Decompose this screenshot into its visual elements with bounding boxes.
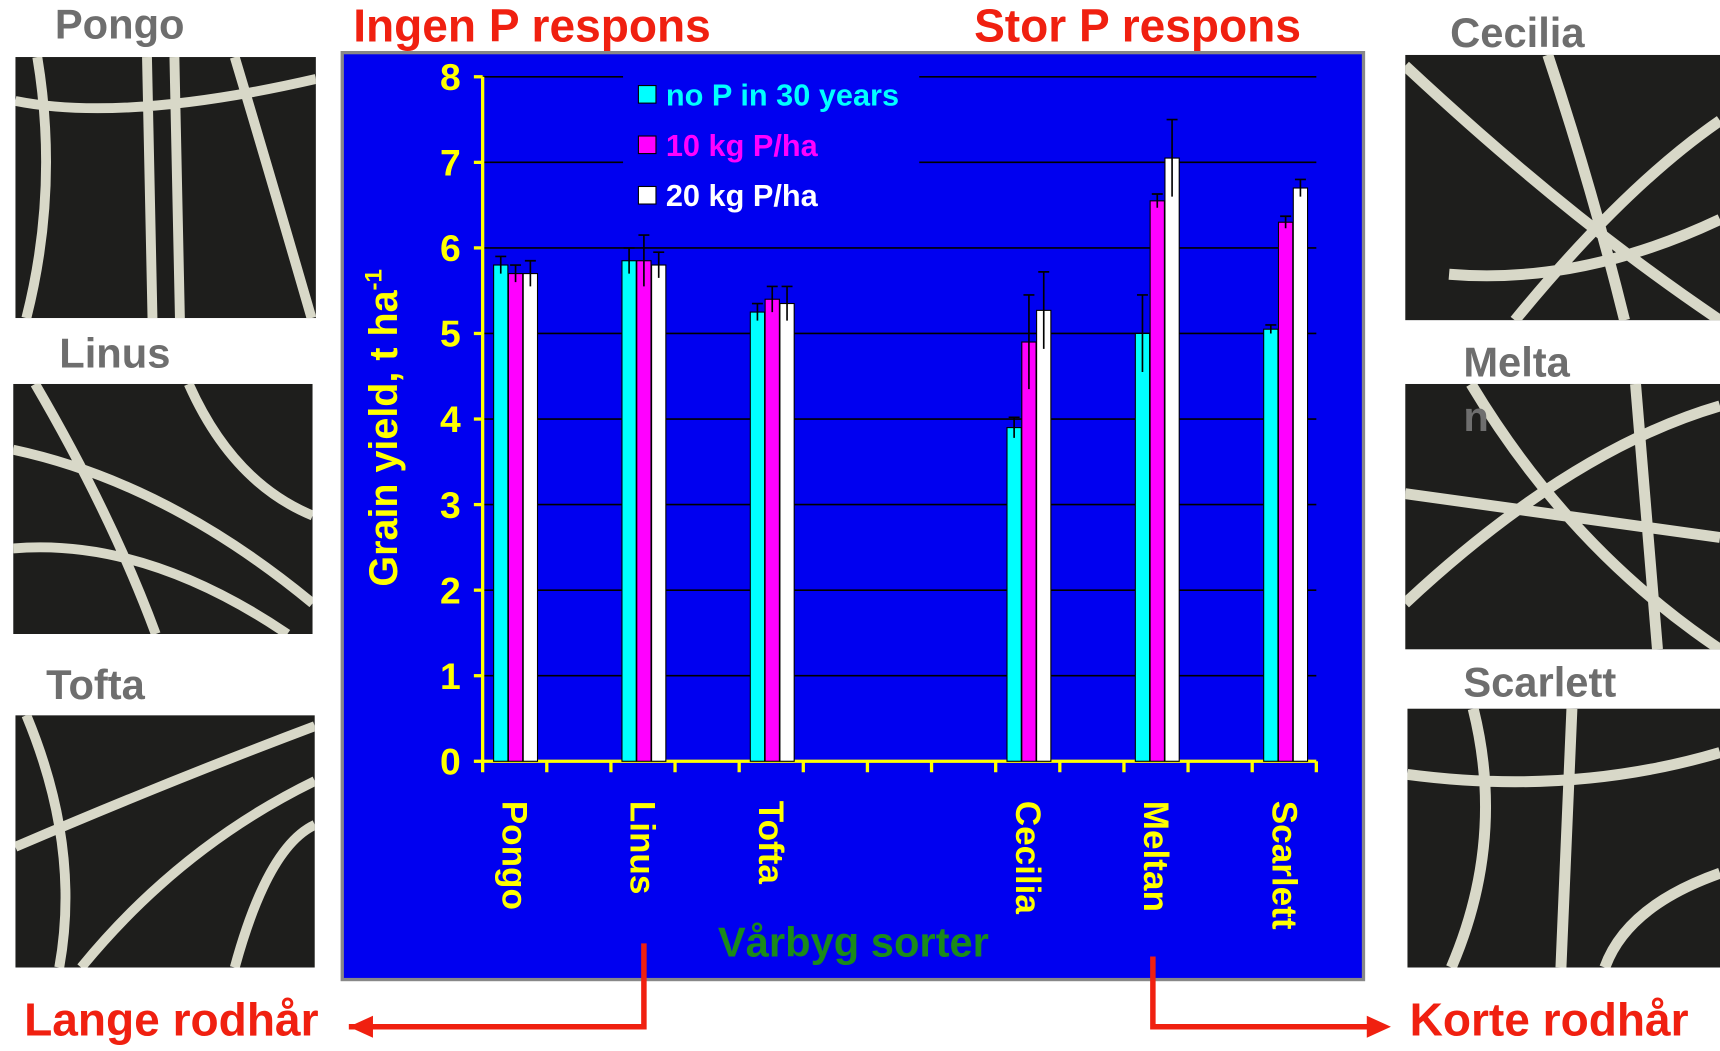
y-tick-label: 7 bbox=[440, 142, 461, 184]
y-tick-label: 0 bbox=[440, 740, 461, 782]
bar bbox=[1264, 329, 1278, 761]
legend-swatch bbox=[638, 136, 656, 154]
legend-swatch bbox=[638, 86, 656, 104]
y-axis-title-text: Grain yield, t ha bbox=[362, 289, 406, 586]
y-tick-label: 8 bbox=[440, 56, 461, 98]
bar bbox=[1293, 188, 1307, 761]
y-tick-label: 1 bbox=[440, 655, 461, 697]
page: Pongo Linus Tofta Cecilia Meltan Scarlet… bbox=[0, 0, 1720, 1051]
arrow-head bbox=[349, 1016, 373, 1038]
bar bbox=[1135, 333, 1149, 761]
bar bbox=[508, 274, 522, 762]
bar bbox=[494, 265, 508, 761]
y-tick-label: 4 bbox=[440, 398, 461, 440]
bar bbox=[1278, 222, 1292, 761]
y-tick-label: 2 bbox=[440, 569, 461, 611]
x-tick-label: Linus bbox=[623, 801, 662, 895]
bar bbox=[750, 312, 764, 761]
x-axis-title: Vårbyg sorter bbox=[718, 919, 989, 966]
x-tick-label: Scarlett bbox=[1264, 801, 1303, 930]
bar bbox=[637, 261, 651, 762]
y-axis-title-sup: -1 bbox=[361, 269, 388, 290]
y-tick-label: 3 bbox=[440, 484, 461, 526]
slide: Pongo Linus Tofta Cecilia Meltan Scarlet… bbox=[0, 0, 1720, 1051]
legend-label: 20 kg P/ha bbox=[666, 178, 819, 213]
y-axis-title: Grain yield, t ha-1 bbox=[361, 269, 406, 587]
bar bbox=[1007, 428, 1021, 762]
bar bbox=[622, 261, 636, 762]
bar bbox=[765, 299, 779, 761]
bar bbox=[1022, 342, 1036, 761]
x-tick-label: Meltan bbox=[1136, 801, 1175, 912]
legend-swatch bbox=[638, 186, 656, 204]
chart: 0 1 2 3 4 5 6 7 8 Grain yield, t ha-1 Vårbyg sorte… bbox=[0, 0, 1720, 1051]
bar bbox=[523, 274, 537, 762]
x-tick-label: Tofta bbox=[751, 801, 790, 885]
legend-label: no P in 30 years bbox=[666, 77, 899, 112]
bar bbox=[780, 304, 794, 762]
bar bbox=[1150, 201, 1164, 761]
bar bbox=[1037, 310, 1051, 761]
x-tick-label: Pongo bbox=[494, 801, 533, 910]
legend-label: 10 kg P/ha bbox=[666, 128, 819, 163]
arrow-head bbox=[1367, 1016, 1391, 1038]
bar bbox=[1165, 158, 1179, 761]
x-tick-label: Cecilia bbox=[1008, 801, 1047, 915]
y-tick-label: 6 bbox=[440, 227, 461, 269]
bar bbox=[652, 265, 666, 761]
y-tick-label: 5 bbox=[440, 313, 461, 355]
